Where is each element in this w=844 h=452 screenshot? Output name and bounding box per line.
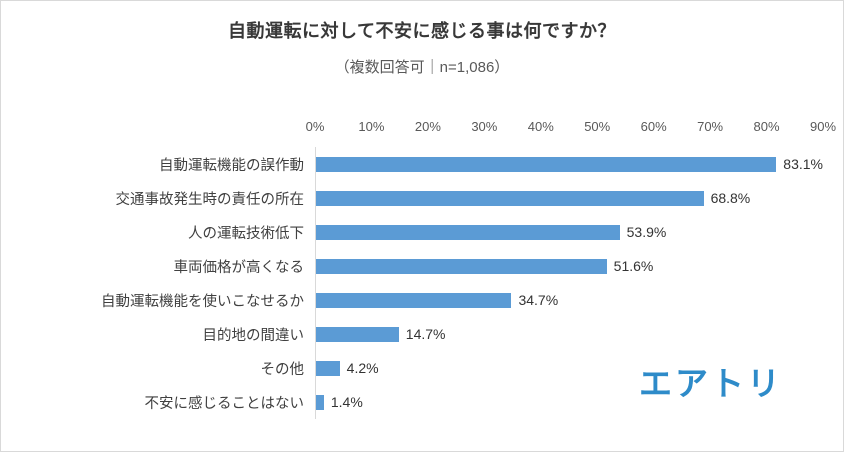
category-label: 目的地の間違い [202, 327, 305, 344]
chart-row: 人の運転技術低下 53.9% [23, 215, 823, 249]
bar-area: 53.9% [315, 215, 823, 249]
bar-area: 4.2% [315, 351, 823, 385]
bar [316, 394, 324, 410]
value-label: 53.9% [626, 224, 667, 240]
value-label: 4.2% [346, 360, 379, 376]
category-label: 人の運転技術低下 [188, 225, 304, 242]
chart-row: 自動運転機能の誤作動 83.1% [23, 147, 823, 181]
chart-row: 自動運転機能を使いこなせるか 34.7% [23, 283, 823, 317]
axis-tick-label: 50% [584, 119, 611, 134]
value-label: 14.7% [405, 326, 446, 342]
value-label: 1.4% [330, 394, 363, 410]
chart-title: 自動運転に対して不安に感じる事は何ですか？ [228, 21, 616, 41]
axis-tick-label: 20% [414, 119, 441, 134]
bar [316, 190, 704, 206]
value-label: 51.6% [613, 258, 654, 274]
bar [316, 292, 512, 308]
bar [316, 224, 620, 240]
chart-rows: 自動運転機能の誤作動 83.1% 交通事故発生時の責任の所在 68.8% 人の運転技術低… [23, 147, 823, 419]
axis-tick-label: 60% [640, 119, 667, 134]
chart-subtitle: （複数回答可｜n=1,086） [334, 59, 510, 76]
bar-area: 1.4% [315, 385, 823, 419]
chart-row: 不安に感じることはない 1.4% [23, 385, 823, 419]
bar-area: 68.8% [315, 181, 823, 215]
value-label: 34.7% [518, 292, 559, 308]
bar-area: 14.7% [315, 317, 823, 351]
category-label: 自動運転機能を使いこなせるか [101, 293, 304, 310]
category-label: 車両価格が高くなる [173, 259, 305, 276]
axis-tick-label: 30% [471, 119, 498, 134]
bar-area: 83.1% [315, 147, 823, 181]
category-label: 交通事故発生時の責任の所在 [115, 191, 305, 208]
axis-tick-label: 90% [809, 119, 837, 134]
chart-row: 車両価格が高くなる 51.6% [23, 249, 823, 283]
axis-tick-label: 80% [753, 119, 780, 134]
category-label: 自動運転機能の誤作動 [159, 157, 304, 174]
axis-ticks: 0% 10% 20% 30% 40% 50% 60% 70% 80% 90% [306, 119, 836, 141]
axis-tick-label: 10% [358, 119, 385, 134]
bar [316, 258, 607, 274]
axis-tick-label: 70% [697, 119, 724, 134]
bar-chart: 0% 10% 20% 30% 40% 50% 60% 70% 80% 90% 自動運転機能の誤作動… [23, 119, 836, 419]
bar-area: 51.6% [315, 249, 823, 283]
bar [316, 360, 340, 376]
bar [316, 326, 399, 342]
value-label: 68.8% [710, 190, 751, 206]
bar-area: 34.7% [315, 283, 823, 317]
chart-row: その他 4.2% [23, 351, 823, 385]
chart-row: 目的地の間違い 14.7% [23, 317, 823, 351]
axis-tick-label: 40% [527, 119, 554, 134]
axis-tick-label: 0% [305, 119, 325, 134]
airtri-logo: エアトリ [639, 365, 783, 402]
bar [316, 156, 777, 172]
category-label: その他 [260, 361, 305, 378]
value-label: 83.1% [783, 156, 823, 172]
category-label: 不安に感じることはない [144, 395, 305, 412]
chart-row: 交通事故発生時の責任の所在 68.8% [23, 181, 823, 215]
